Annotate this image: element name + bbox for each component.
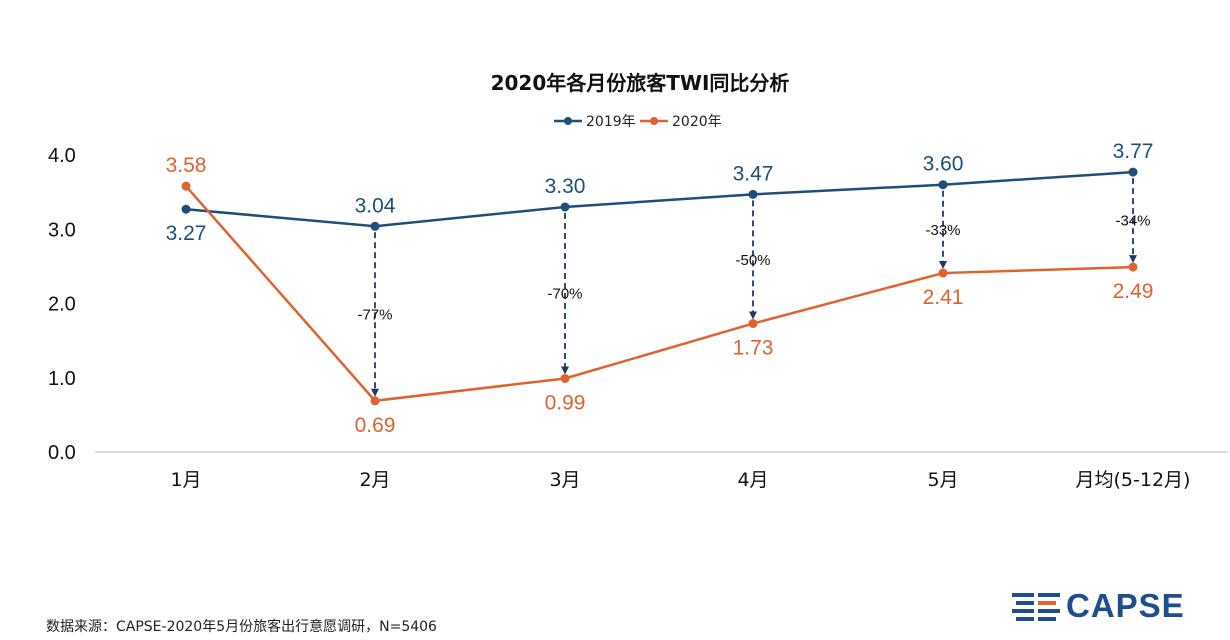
data-label: 2.49	[1113, 280, 1154, 303]
data-label: 0.99	[545, 391, 586, 414]
data-point	[1128, 167, 1138, 177]
data-label: 3.04	[355, 194, 396, 217]
data-point	[748, 319, 758, 329]
change-percent-label: -50%	[735, 252, 770, 269]
change-arrow-head	[1129, 255, 1137, 264]
x-tick-label: 1月	[170, 469, 201, 491]
data-point	[938, 180, 948, 190]
data-label: 2.41	[923, 286, 964, 309]
change-arrow-head	[371, 388, 379, 397]
y-tick-label: 4.0	[48, 145, 76, 167]
capse-logo-icon	[1012, 593, 1060, 621]
data-label: 3.47	[733, 162, 774, 185]
capse-logo-text: CAPSE	[1066, 587, 1185, 624]
x-tick-label: 月均(5-12月)	[1076, 469, 1191, 491]
data-label: 0.69	[355, 414, 396, 437]
data-point	[181, 204, 191, 214]
legend-marker-2020年	[650, 117, 658, 125]
data-label: 1.73	[733, 337, 774, 360]
series-line-2019年	[185, 170, 1134, 228]
change-arrow-head	[749, 311, 757, 320]
data-point	[938, 268, 948, 278]
data-label: 3.58	[166, 154, 207, 177]
x-tick-label: 2月	[359, 469, 390, 491]
change-arrow-head	[939, 261, 947, 270]
data-labels: 3.27 3.04 3.30 3.47 3.60 3.77 3.58 0.69 0.99 1.73…	[166, 140, 1154, 437]
data-label: 3.77	[1113, 140, 1154, 163]
data-point	[1128, 262, 1138, 272]
change-percent-label: -33%	[925, 222, 960, 239]
y-tick-label: 0.0	[48, 442, 76, 464]
series	[181, 167, 1138, 406]
capse-logo: CAPSE	[1012, 586, 1185, 626]
data-source-note: 数据来源：CAPSE-2020年5月份旅客出行意愿调研，N=5406	[46, 619, 437, 635]
data-label: 3.27	[166, 222, 207, 245]
data-point	[181, 181, 191, 191]
data-point	[370, 396, 380, 406]
legend: 2019年 2020年	[554, 114, 722, 130]
legend-label: 2019年	[586, 114, 636, 130]
legend-marker-2019年	[564, 117, 572, 125]
chart-title: 2020年各月份旅客TWI同比分析	[491, 71, 790, 95]
x-tick-label: 3月	[549, 469, 580, 491]
legend-label: 2020年	[672, 114, 722, 130]
data-point	[370, 221, 380, 231]
data-point	[748, 189, 758, 199]
data-label: 3.60	[923, 153, 964, 176]
change-percent-label: -70%	[547, 286, 582, 303]
data-label: 3.30	[545, 175, 586, 198]
change-arrow-head	[561, 366, 569, 375]
y-tick-label: 2.0	[48, 294, 76, 316]
y-tick-label: 1.0	[48, 368, 76, 390]
data-point	[560, 373, 570, 383]
x-axis: 1月 2月 3月 4月 5月 月均(5-12月)	[95, 451, 1228, 491]
x-tick-label: 4月	[737, 469, 768, 491]
change-percent-label: -34%	[1115, 213, 1150, 230]
y-axis: 0.0 1.0 2.0 3.0 4.0	[48, 145, 76, 464]
change-arrows: -77% -70% -50% -33% -34%	[357, 178, 1151, 397]
x-tick-label: 5月	[927, 469, 958, 491]
data-point	[560, 202, 570, 212]
series-line-2020年	[185, 185, 1134, 403]
line-chart: 2020年各月份旅客TWI同比分析 2019年 2020年 0.0 1.0 2.0 3.…	[48, 71, 1228, 491]
change-percent-label: -77%	[357, 307, 392, 324]
y-tick-label: 3.0	[48, 219, 76, 241]
